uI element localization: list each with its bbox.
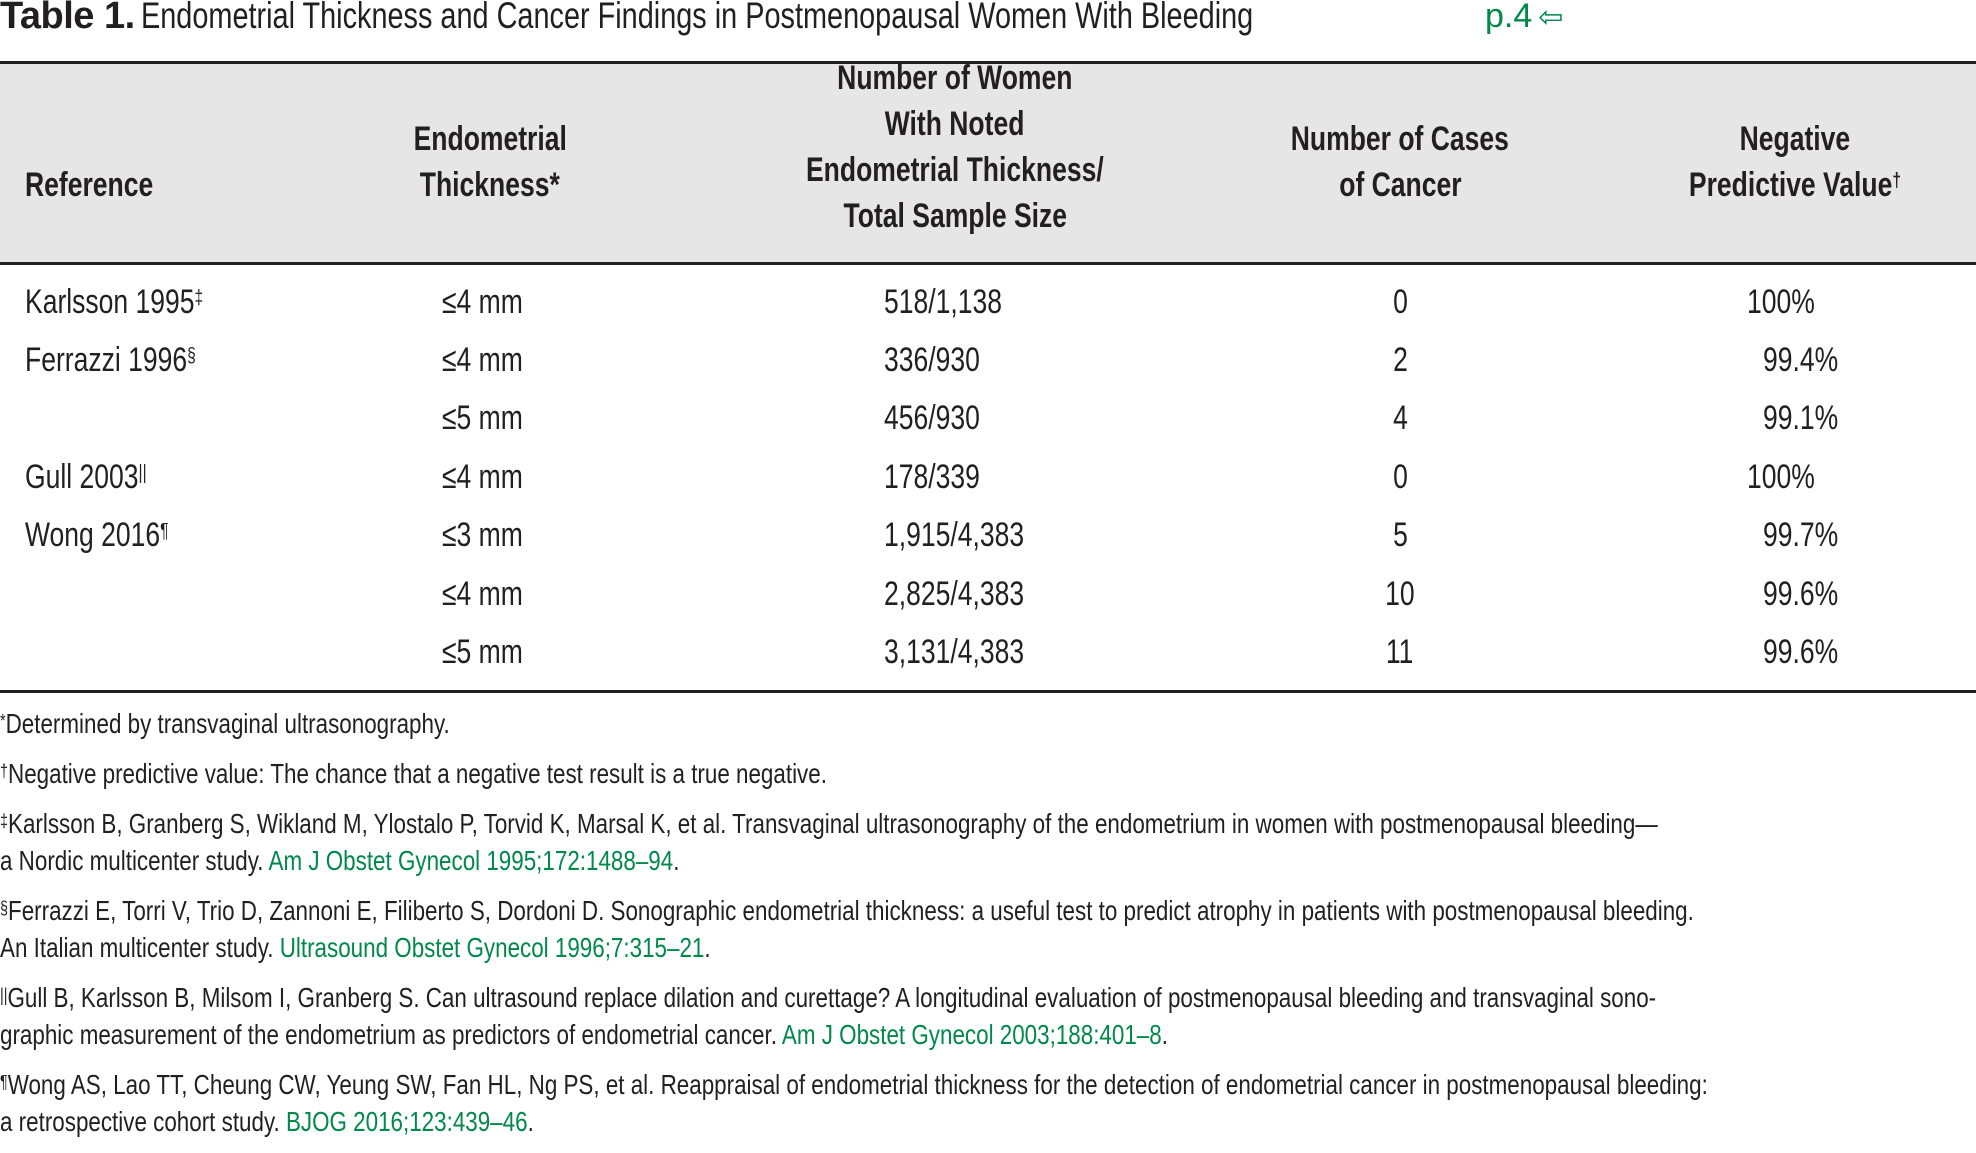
women-cell: 1,915/4,383 (884, 516, 1025, 554)
footnote-npv: †Negative predictive value: The chance t… (0, 758, 827, 789)
page-link[interactable]: p.4 ⇦ (1485, 0, 1563, 40)
npv-cell: 99.1% (1763, 399, 1839, 437)
page-link-label[interactable]: p.4 (1485, 0, 1533, 35)
thickness-cell: ≤4 mm (442, 283, 523, 321)
table-row: ≤5 mm 456/930 4 99.1% (0, 389, 1976, 447)
header-npv: Negative Predictive Value† (1688, 120, 1902, 204)
women-cell: 2,825/4,383 (884, 575, 1025, 613)
footnote-transvaginal: *Determined by transvaginal ultrasonogra… (0, 708, 450, 739)
header-women: Number of Women With Noted Endometrial T… (806, 59, 1104, 235)
footnote-mark: † (0, 761, 9, 781)
footnote-karlsson: ‡Karlsson B, Granberg S, Wikland M, Ylos… (0, 808, 1658, 876)
npv-cell: 99.6% (1763, 575, 1839, 613)
table-row: Karlsson 1995‡ ≤4 mm 518/1,138 0 100% (0, 273, 1976, 331)
thickness-cell: ≤4 mm (442, 341, 523, 379)
footnote-mark: ¶ (160, 520, 169, 542)
header-cases: Number of Cases of Cancer (1290, 120, 1510, 204)
cases-cell: 10 (1385, 575, 1415, 613)
npv-cell: 100% (1747, 283, 1815, 321)
table-header: Reference Endometrial Thickness* Number … (0, 59, 1976, 265)
footnote-gull: ||Gull B, Karlsson B, Milsom I, Granberg… (0, 982, 1657, 1050)
footnote-ferrazzi: §Ferrazzi E, Torri V, Trio D, Zannoni E,… (0, 895, 1694, 963)
footnote-mark: ‡ (194, 287, 204, 309)
npv-cell: 100% (1747, 458, 1815, 496)
footnote-mark: * (0, 711, 6, 731)
citation-link[interactable]: BJOG 2016;123:439–46 (285, 1106, 528, 1137)
table-title: Table 1. Endometrial Thickness and Cancer… (0, 0, 1567, 38)
table-row: ≤4 mm 2,825/4,383 10 99.6% (0, 565, 1976, 623)
footnote-mark: ‡ (0, 811, 9, 831)
table-number: Table 1. (0, 0, 135, 37)
cases-cell: 4 (1392, 399, 1408, 437)
footnote-wong: ¶Wong AS, Lao TT, Cheung CW, Yeung SW, F… (0, 1069, 1708, 1137)
back-arrow-icon[interactable]: ⇦ (1538, 1, 1564, 34)
thickness-cell: ≤5 mm (442, 633, 523, 671)
npv-cell: 99.6% (1763, 633, 1839, 671)
women-cell: 518/1,138 (884, 283, 1002, 321)
reference-cell: Ferrazzi 1996 (25, 341, 188, 379)
npv-cell: 99.7% (1763, 516, 1839, 554)
cases-cell: 5 (1392, 516, 1408, 554)
footnote-mark: § (187, 345, 196, 367)
reference-cell: Wong 2016 (25, 516, 161, 554)
table-row: Wong 2016¶ ≤3 mm 1,915/4,383 5 99.7% (0, 506, 1976, 564)
dagger-mark: † (1892, 170, 1902, 192)
footnote-mark: § (0, 898, 9, 918)
npv-cell: 99.4% (1763, 341, 1839, 379)
footnote-mark: || (0, 985, 8, 1005)
table-caption: Endometrial Thickness and Cancer Finding… (140, 0, 1253, 36)
cases-cell: 0 (1392, 458, 1408, 496)
thickness-cell: ≤5 mm (442, 399, 523, 437)
table-body: Karlsson 1995‡ ≤4 mm 518/1,138 0 100% Fe… (0, 265, 1976, 693)
table-row: Ferrazzi 1996§ ≤4 mm 336/930 2 99.4% (0, 331, 1976, 389)
women-cell: 336/930 (884, 341, 980, 379)
table-row: Gull 2003|| ≤4 mm 178/339 0 100% (0, 448, 1976, 506)
header-reference: Reference (25, 166, 154, 204)
reference-cell: Gull 2003 (25, 458, 139, 496)
cases-cell: 11 (1386, 633, 1414, 671)
thickness-cell: ≤4 mm (442, 458, 523, 496)
citation-link[interactable]: Am J Obstet Gynecol 2003;188:401–8 (781, 1019, 1162, 1050)
reference-cell: Karlsson 1995 (25, 283, 195, 321)
footnote-mark: ¶ (0, 1072, 8, 1092)
cases-cell: 0 (1392, 283, 1408, 321)
table-row: ≤5 mm 3,131/4,383 11 99.6% (0, 623, 1976, 681)
footnote-mark: || (138, 462, 147, 484)
women-cell: 456/930 (884, 399, 980, 437)
header-thickness: Endometrial Thickness* (413, 120, 567, 204)
thickness-cell: ≤3 mm (442, 516, 523, 554)
thickness-cell: ≤4 mm (442, 575, 523, 613)
women-cell: 3,131/4,383 (884, 633, 1025, 671)
cases-cell: 2 (1392, 341, 1408, 379)
citation-link[interactable]: Am J Obstet Gynecol 1995;172:1488–94 (268, 845, 674, 876)
table-footnotes: *Determined by transvaginal ultrasonogra… (0, 705, 1976, 1153)
citation-link[interactable]: Ultrasound Obstet Gynecol 1996;7:315–21 (279, 932, 705, 963)
women-cell: 178/339 (884, 458, 980, 496)
